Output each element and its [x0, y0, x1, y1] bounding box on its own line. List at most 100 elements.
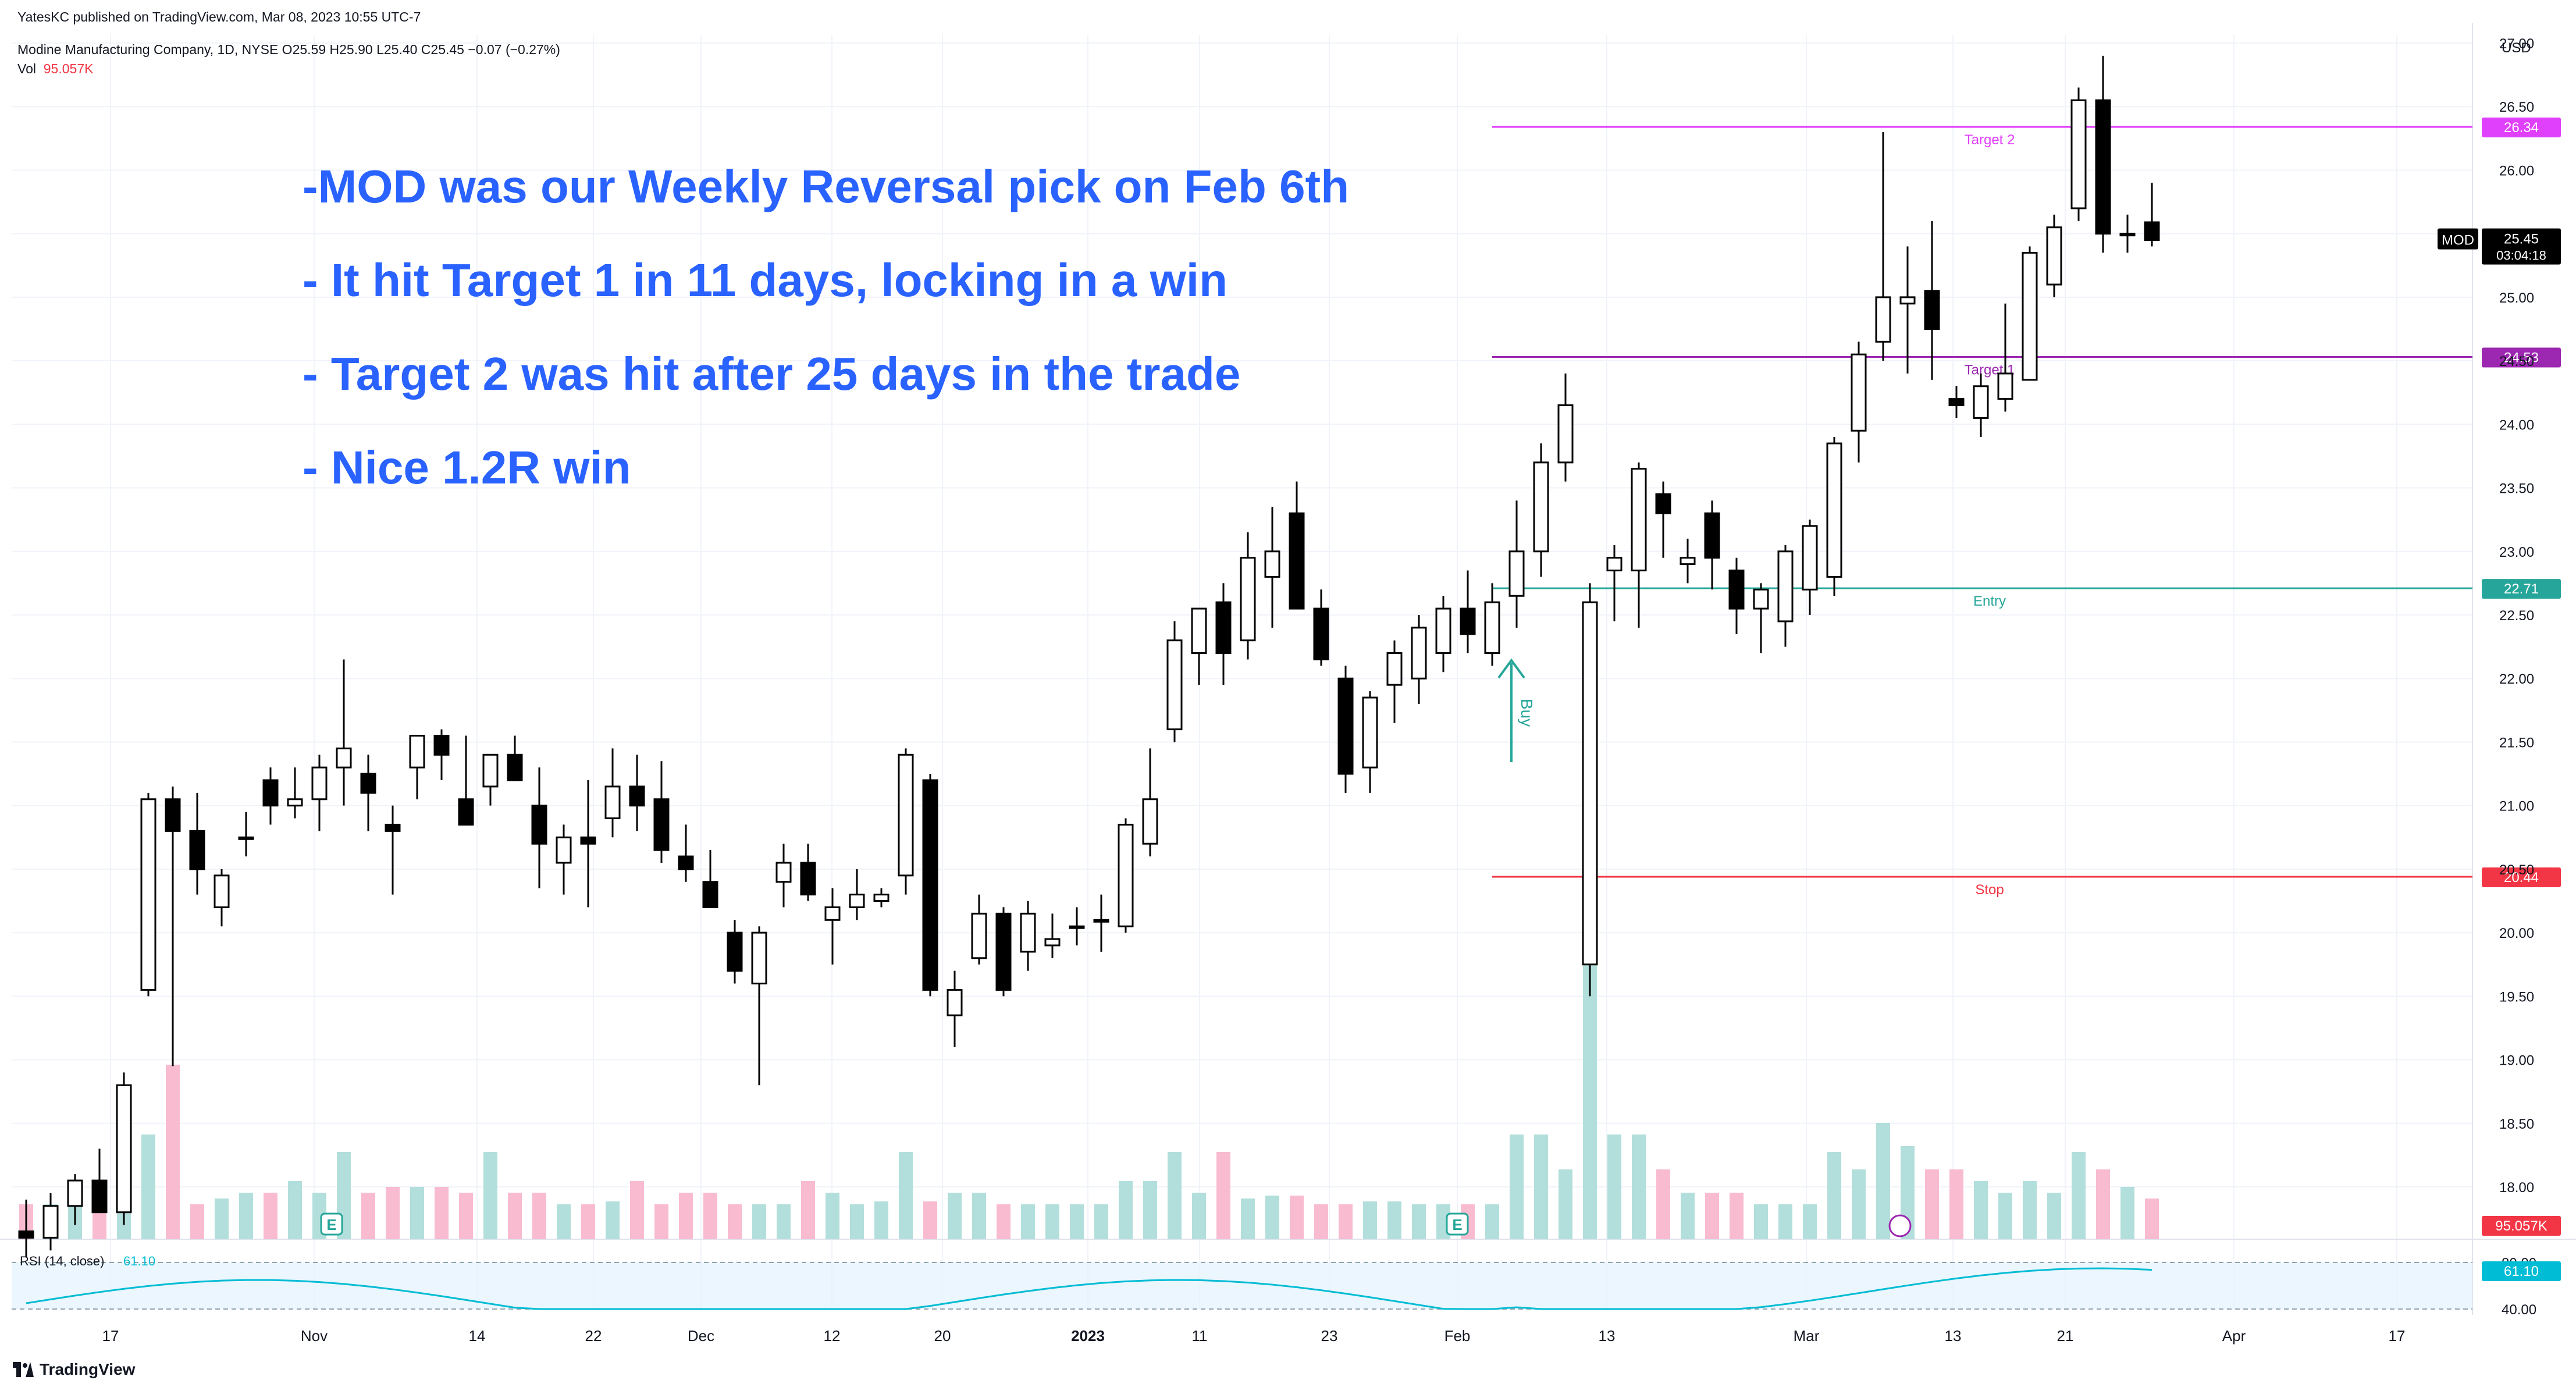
- candle: [140, 798, 156, 991]
- candle: [653, 798, 670, 851]
- volume-bar: [1119, 1181, 1133, 1239]
- rsi-badge-label: 61.10: [2504, 1264, 2539, 1279]
- buy-arrow-head: [1497, 658, 1525, 679]
- candle: [1411, 627, 1427, 680]
- rsi-tick: 40.00: [2502, 1302, 2536, 1318]
- level-price-label: 20.44: [2504, 870, 2539, 885]
- volume-bar: [508, 1193, 522, 1239]
- time-tick: 17: [102, 1327, 119, 1345]
- time-tick: 14: [469, 1327, 486, 1345]
- volume-bar: [239, 1193, 253, 1239]
- candle: [116, 1084, 132, 1214]
- volume-bar: [972, 1193, 986, 1239]
- volume-bar: [997, 1204, 1011, 1239]
- level-price-badge: [2482, 579, 2561, 599]
- candle: [1069, 925, 1085, 929]
- price-tick: 20.50: [2499, 862, 2534, 878]
- candle: [2095, 99, 2111, 235]
- volume-bar: [801, 1181, 815, 1239]
- tradingview-brand[interactable]: TradingView: [13, 1360, 135, 1379]
- dividend-icon: [1888, 1214, 1912, 1237]
- candle: [165, 798, 181, 832]
- rsi-line: [26, 1267, 2152, 1310]
- candle: [311, 766, 328, 801]
- candle: [1166, 639, 1183, 731]
- price-tick: 27.00: [2499, 36, 2534, 52]
- candle: [1557, 404, 1574, 464]
- candle: [1191, 607, 1207, 655]
- volume-bar: [948, 1193, 962, 1239]
- candle: [18, 1230, 34, 1239]
- volume-bar: [1803, 1204, 1817, 1239]
- candle: [1631, 468, 1647, 572]
- candle: [2022, 251, 2038, 381]
- volume-bar: [1607, 1135, 1621, 1239]
- volume-bar: [1168, 1152, 1182, 1239]
- candle: [433, 735, 450, 756]
- volume-bar: [1045, 1204, 1059, 1239]
- candle: [751, 931, 767, 984]
- candle: [1997, 372, 2013, 400]
- candle: [360, 773, 376, 794]
- chart-grid: [0, 23, 2576, 1315]
- time-tick: Nov: [301, 1327, 328, 1345]
- price-tick: 20.00: [2499, 926, 2534, 941]
- candle: [1337, 677, 1354, 775]
- volume-bar: [557, 1204, 571, 1239]
- rsi-label: RSI (14, close): [20, 1254, 105, 1268]
- candle: [1264, 550, 1280, 578]
- volume-bar: [1974, 1181, 1988, 1239]
- level-name: Target 2: [1965, 132, 2015, 148]
- volume-bar: [1827, 1152, 1841, 1239]
- candle: [800, 862, 816, 896]
- annotation-line-4: - Nice 1.2R win: [303, 442, 631, 493]
- volume-bar: [1241, 1198, 1255, 1239]
- candle: [1753, 588, 1769, 610]
- candle: [995, 912, 1012, 991]
- volume-bar: [1778, 1204, 1792, 1239]
- volume-header: Vol 95.057K: [17, 61, 93, 77]
- level-name: Entry: [1973, 593, 2006, 609]
- volume-bar: [435, 1187, 449, 1239]
- volume-bar: [1363, 1201, 1377, 1239]
- price-tick: 21.00: [2499, 799, 2534, 815]
- candle: [1606, 557, 1623, 572]
- candle: [531, 805, 547, 845]
- candle: [1142, 798, 1158, 845]
- candle: [1582, 601, 1598, 966]
- price-tick: 25.00: [2499, 290, 2534, 306]
- candle: [336, 747, 352, 769]
- volume-bar: [1534, 1135, 1548, 1239]
- publish-line: YatesKC published on TradingView.com, Ma…: [17, 9, 421, 24]
- price-axis: USD27.0026.5026.0025.5025.0024.5024.0023…: [2438, 36, 2561, 1236]
- time-tick: 17: [2389, 1327, 2406, 1345]
- price-tick: 19.00: [2499, 1053, 2534, 1069]
- candle: [189, 830, 205, 870]
- candle: [1533, 461, 1549, 553]
- candle: [702, 881, 718, 908]
- candle: [629, 785, 645, 807]
- volume-badge-label: 95.057K: [2495, 1218, 2547, 1234]
- candles: [18, 55, 2160, 1257]
- price-tick: 21.50: [2499, 735, 2534, 751]
- time-tick: 11: [1192, 1327, 1208, 1345]
- volume-bar: [1925, 1169, 1939, 1239]
- candle: [2144, 221, 2160, 241]
- candle: [2046, 226, 2062, 286]
- volume-bar: [728, 1204, 742, 1239]
- level-price-label: 26.34: [2504, 120, 2539, 136]
- candle: [1240, 557, 1256, 642]
- candle: [922, 779, 938, 991]
- volume-bar: [1656, 1169, 1670, 1239]
- volume-bar: [2047, 1193, 2061, 1239]
- last-price-badge: [2482, 228, 2561, 265]
- candle: [1460, 607, 1476, 635]
- candle: [1044, 938, 1061, 947]
- volume-bar: [2023, 1181, 2037, 1239]
- volume-bar: [874, 1201, 888, 1239]
- time-tick: Dec: [688, 1327, 714, 1345]
- volume-bar: [1754, 1204, 1768, 1239]
- time-tick: 13: [1599, 1327, 1616, 1345]
- volume-bar: [1681, 1193, 1695, 1239]
